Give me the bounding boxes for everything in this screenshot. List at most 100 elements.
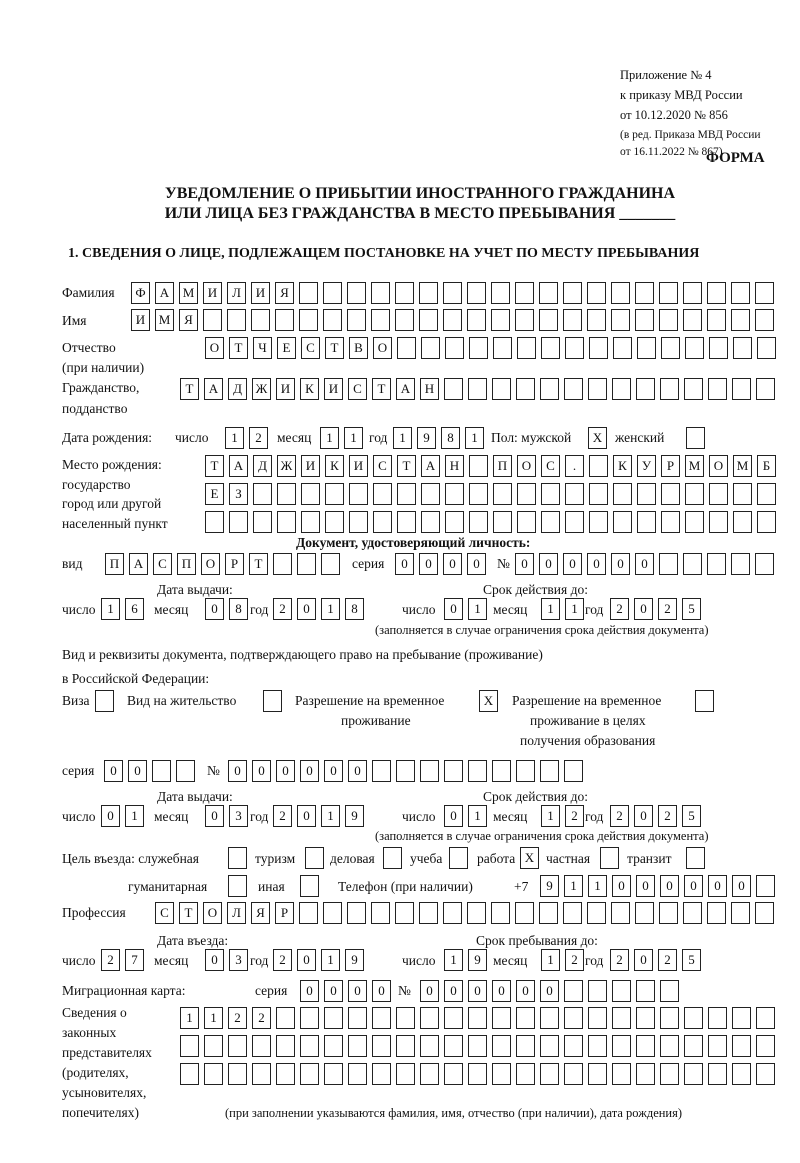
char-box[interactable] bbox=[468, 1063, 487, 1085]
char-box[interactable]: П bbox=[177, 553, 196, 575]
char-box[interactable] bbox=[612, 1007, 631, 1029]
char-box[interactable]: С bbox=[155, 902, 174, 924]
char-box[interactable] bbox=[589, 483, 608, 505]
char-box[interactable]: 0 bbox=[684, 875, 703, 897]
char-box[interactable] bbox=[300, 1035, 319, 1057]
char-box[interactable]: И bbox=[349, 455, 368, 477]
char-box[interactable]: . bbox=[565, 455, 584, 477]
char-box[interactable] bbox=[275, 309, 294, 331]
char-box[interactable]: 1 bbox=[393, 427, 412, 449]
char-box[interactable]: Р bbox=[275, 902, 294, 924]
char-box[interactable]: С bbox=[348, 378, 367, 400]
char-box[interactable] bbox=[731, 282, 750, 304]
char-box[interactable] bbox=[467, 902, 486, 924]
char-box[interactable]: 1 bbox=[468, 598, 487, 620]
char-box[interactable] bbox=[383, 847, 402, 869]
char-box[interactable]: 1 bbox=[204, 1007, 223, 1029]
char-box[interactable] bbox=[757, 483, 776, 505]
char-box[interactable] bbox=[611, 282, 630, 304]
char-box[interactable] bbox=[492, 1035, 511, 1057]
char-box[interactable] bbox=[276, 1035, 295, 1057]
char-box[interactable] bbox=[444, 1035, 463, 1057]
char-box[interactable]: 9 bbox=[468, 949, 487, 971]
char-box[interactable] bbox=[516, 1063, 535, 1085]
char-box[interactable] bbox=[492, 1063, 511, 1085]
char-box[interactable]: 1 bbox=[344, 427, 363, 449]
char-box[interactable] bbox=[540, 1007, 559, 1029]
char-box[interactable] bbox=[493, 511, 512, 533]
char-box[interactable]: 0 bbox=[611, 553, 630, 575]
char-box[interactable]: 3 bbox=[229, 805, 248, 827]
char-box[interactable] bbox=[637, 511, 656, 533]
char-box[interactable] bbox=[299, 902, 318, 924]
char-box[interactable]: 2 bbox=[610, 805, 629, 827]
char-box[interactable] bbox=[321, 553, 340, 575]
char-box[interactable]: 5 bbox=[682, 598, 701, 620]
char-box[interactable] bbox=[348, 1007, 367, 1029]
char-box[interactable] bbox=[587, 902, 606, 924]
char-box[interactable]: 0 bbox=[612, 875, 631, 897]
char-box[interactable] bbox=[563, 282, 582, 304]
char-box[interactable] bbox=[755, 309, 774, 331]
char-box[interactable] bbox=[637, 337, 656, 359]
char-box[interactable] bbox=[323, 309, 342, 331]
char-box[interactable] bbox=[420, 1007, 439, 1029]
char-box[interactable] bbox=[420, 760, 439, 782]
char-box[interactable]: Ж bbox=[277, 455, 296, 477]
char-box[interactable] bbox=[564, 1035, 583, 1057]
char-box[interactable]: 2 bbox=[565, 949, 584, 971]
char-box[interactable]: 1 bbox=[541, 805, 560, 827]
char-box[interactable]: 1 bbox=[320, 427, 339, 449]
char-box[interactable]: 0 bbox=[634, 598, 653, 620]
char-box[interactable]: А bbox=[396, 378, 415, 400]
char-box[interactable] bbox=[300, 1063, 319, 1085]
char-box[interactable]: К bbox=[613, 455, 632, 477]
char-box[interactable] bbox=[709, 483, 728, 505]
char-box[interactable]: 5 bbox=[682, 805, 701, 827]
char-box[interactable] bbox=[732, 1063, 751, 1085]
char-box[interactable] bbox=[444, 1063, 463, 1085]
char-box[interactable]: 0 bbox=[636, 875, 655, 897]
char-box[interactable] bbox=[180, 1035, 199, 1057]
char-box[interactable] bbox=[517, 511, 536, 533]
char-box[interactable] bbox=[540, 378, 559, 400]
char-box[interactable]: 0 bbox=[324, 980, 343, 1002]
char-box[interactable]: 0 bbox=[515, 553, 534, 575]
char-box[interactable] bbox=[397, 483, 416, 505]
char-box[interactable]: Ф bbox=[131, 282, 150, 304]
char-box[interactable] bbox=[756, 875, 775, 897]
char-box[interactable] bbox=[600, 847, 619, 869]
char-box[interactable]: А bbox=[155, 282, 174, 304]
char-box[interactable] bbox=[611, 902, 630, 924]
char-box[interactable] bbox=[707, 309, 726, 331]
char-box[interactable] bbox=[612, 1035, 631, 1057]
char-box[interactable]: З bbox=[229, 483, 248, 505]
char-box[interactable] bbox=[443, 902, 462, 924]
char-box[interactable] bbox=[277, 511, 296, 533]
char-box[interactable] bbox=[515, 309, 534, 331]
char-box[interactable] bbox=[659, 309, 678, 331]
char-box[interactable]: 0 bbox=[372, 980, 391, 1002]
char-box[interactable]: О bbox=[709, 455, 728, 477]
char-box[interactable] bbox=[253, 483, 272, 505]
char-box[interactable] bbox=[733, 511, 752, 533]
char-box[interactable]: Я bbox=[179, 309, 198, 331]
char-box[interactable]: 2 bbox=[658, 805, 677, 827]
char-box[interactable] bbox=[660, 1035, 679, 1057]
char-box[interactable] bbox=[686, 427, 705, 449]
char-box[interactable] bbox=[273, 553, 292, 575]
char-box[interactable]: 0 bbox=[419, 553, 438, 575]
char-box[interactable] bbox=[324, 1007, 343, 1029]
char-box[interactable] bbox=[372, 760, 391, 782]
char-box[interactable] bbox=[397, 337, 416, 359]
char-box[interactable] bbox=[587, 309, 606, 331]
char-box[interactable]: 2 bbox=[252, 1007, 271, 1029]
char-box[interactable]: Д bbox=[228, 378, 247, 400]
char-box[interactable]: А bbox=[421, 455, 440, 477]
char-box[interactable] bbox=[204, 1035, 223, 1057]
char-box[interactable]: П bbox=[493, 455, 512, 477]
char-box[interactable] bbox=[588, 378, 607, 400]
char-box[interactable]: Л bbox=[227, 282, 246, 304]
char-box[interactable]: 2 bbox=[565, 805, 584, 827]
char-box[interactable]: Н bbox=[420, 378, 439, 400]
